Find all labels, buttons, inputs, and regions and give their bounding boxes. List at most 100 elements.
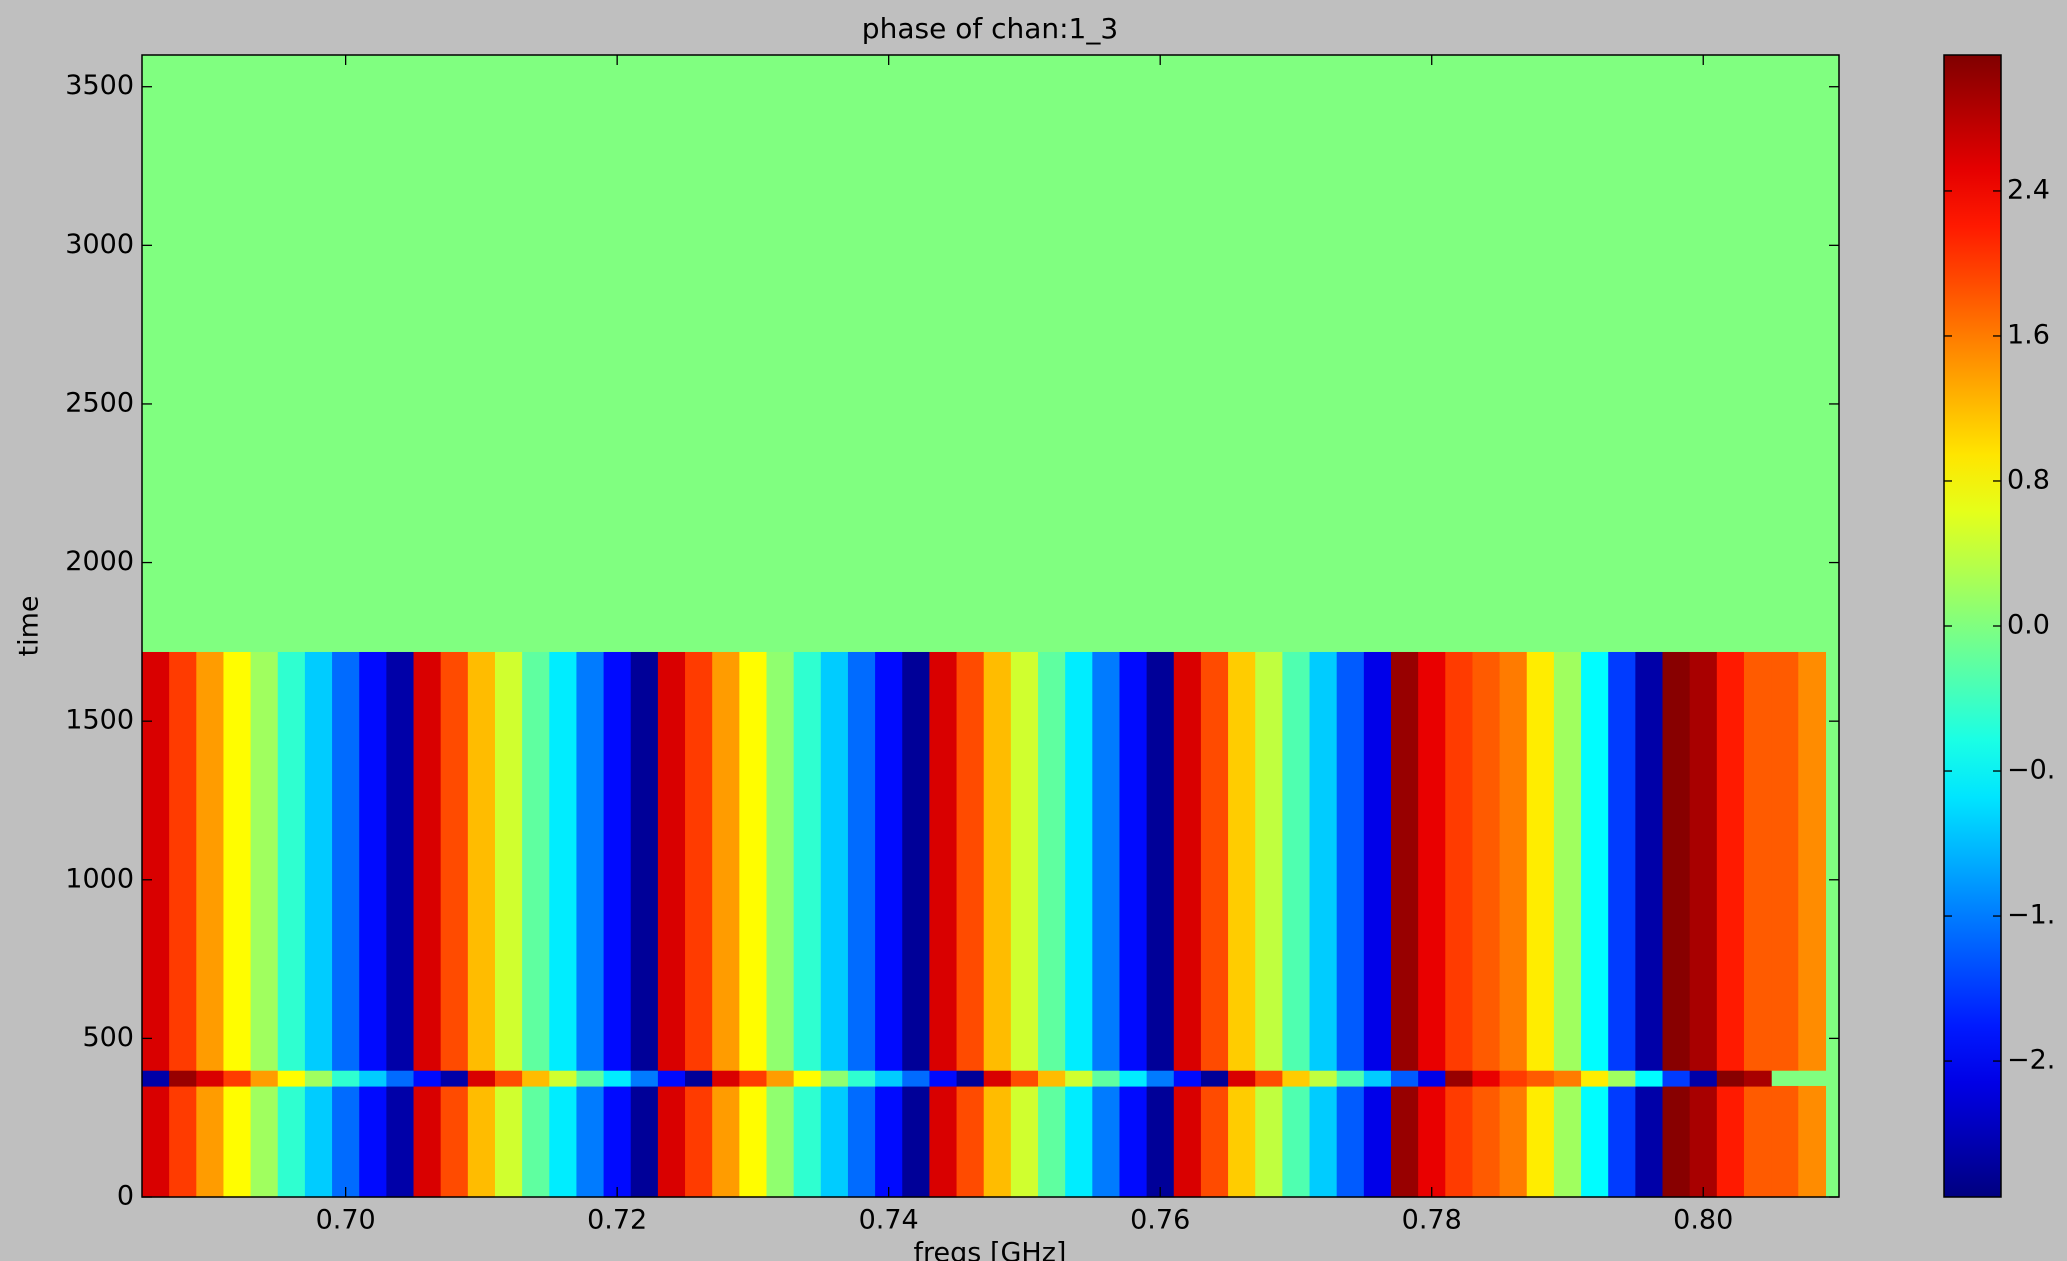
heatmap-cell [1553, 1070, 1582, 1087]
heatmap-cell [983, 1085, 1012, 1198]
heatmap-cell [332, 651, 360, 1071]
heatmap-cell [1092, 55, 1121, 652]
axes: 0.70 0.72 0.74 0.76 0.78 0.80 0 500 1000 1500 2000… [65, 54, 2055, 1236]
heatmap-cell [277, 651, 306, 1071]
heatmap-cell [1499, 1085, 1528, 1198]
heatmap-cell [1200, 55, 1229, 652]
heatmap-cell [1499, 651, 1528, 1071]
heatmap-cell [685, 1085, 713, 1198]
heatmap-cell [1390, 651, 1419, 1071]
heatmap-cell [576, 651, 605, 1071]
heatmap-cell [1173, 1085, 1202, 1198]
heatmap-cell [603, 55, 632, 652]
heatmap-cell [522, 1070, 550, 1087]
heatmap-cell [739, 1085, 768, 1198]
heatmap-cell [956, 1070, 985, 1087]
heatmap-cell [1038, 1070, 1066, 1087]
heatmap-cell [603, 1085, 632, 1198]
heatmap-cell [386, 55, 415, 652]
colorbar-tick-label: 0.8 [2007, 464, 2050, 495]
heatmap-cell [386, 651, 415, 1071]
heatmap-cell [1065, 55, 1093, 652]
heatmap-cell [1418, 55, 1446, 652]
heatmap-cell [820, 1085, 849, 1198]
heatmap-cell [1716, 1070, 1745, 1087]
heatmap-cell [630, 1070, 659, 1087]
heatmap-cell [1635, 1085, 1664, 1198]
heatmap-cell [712, 1070, 740, 1087]
heatmap-cell [277, 55, 306, 652]
heatmap-cell [1445, 651, 1474, 1071]
heatmap-cell [1363, 1085, 1392, 1198]
heatmap-cell [440, 651, 469, 1071]
heatmap-cell [467, 55, 496, 652]
heatmap-cell [712, 55, 740, 652]
heatmap-cell [1336, 651, 1365, 1071]
heatmap-cell [1662, 55, 1691, 652]
heatmap-cell [1662, 1085, 1691, 1198]
heatmap-cell [142, 55, 170, 652]
x-tick-label: 0.70 [316, 1205, 376, 1236]
heatmap-cell [1255, 651, 1283, 1071]
heatmap-cell [169, 55, 197, 652]
heatmap-cell [440, 55, 469, 652]
heatmap-cell [1689, 55, 1718, 652]
heatmap-cell [739, 1070, 768, 1087]
heatmap-cell [1472, 651, 1501, 1071]
heatmap-cell [1065, 651, 1093, 1071]
heatmap-cell [1092, 651, 1121, 1071]
heatmap-cell [630, 651, 659, 1071]
heatmap-cell [956, 1085, 985, 1198]
heatmap-cell [739, 651, 768, 1071]
heatmap-cell [1200, 1070, 1229, 1087]
heatmap-cell [169, 651, 197, 1071]
heatmap-cell [1228, 55, 1256, 652]
heatmap-cell [902, 1070, 931, 1087]
heatmap-cell [1553, 1085, 1582, 1198]
heatmap-cell [1065, 1070, 1093, 1087]
heatmap-cell [1282, 1085, 1311, 1198]
heatmap-cell [494, 1085, 523, 1198]
heatmap-cell [304, 55, 333, 652]
heatmap-cell [847, 1070, 876, 1087]
heatmap-cell [1526, 55, 1555, 652]
heatmap-cell [1010, 1070, 1039, 1087]
heatmap-cell [359, 55, 387, 652]
heatmap-cell [1390, 55, 1419, 652]
heatmap-cell [1363, 651, 1392, 1071]
heatmap-cell [657, 651, 686, 1071]
heatmap-cell [1390, 1085, 1419, 1198]
y-tick-label: 1500 [65, 705, 134, 736]
heatmap-cell [576, 1070, 605, 1087]
heatmap-cell [223, 1085, 252, 1198]
y-tick-label: 3500 [65, 70, 134, 101]
heatmap-cell [1363, 55, 1392, 652]
heatmap-cell [413, 1070, 442, 1087]
heatmap-cell [250, 1085, 279, 1198]
heatmap-cell [657, 55, 686, 652]
heatmap-cell [1255, 55, 1283, 652]
heatmap-cell [820, 55, 849, 652]
heatmap-cell [467, 1070, 496, 1087]
heatmap-cell [1119, 55, 1148, 652]
x-tick-label: 0.78 [1402, 1205, 1462, 1236]
heatmap-cell [1472, 55, 1501, 652]
heatmap-cell [1092, 1070, 1121, 1087]
heatmap-cell [1716, 651, 1745, 1071]
heatmap-cell [142, 1085, 170, 1198]
heatmap-cell [1010, 1085, 1039, 1198]
y-tick-label: 500 [82, 1022, 134, 1053]
heatmap-cell [1499, 55, 1528, 652]
heatmap-cell [549, 1070, 578, 1087]
y-axis-label: time [14, 595, 45, 656]
heatmap-cell [386, 1070, 415, 1087]
colorbar-tick-label: 0.0 [2007, 610, 2050, 641]
heatmap-cell [467, 1085, 496, 1198]
heatmap-cell [793, 1085, 822, 1198]
heatmap-cell [1472, 1085, 1501, 1198]
heatmap-cell [304, 1085, 333, 1198]
heatmap-cell [847, 651, 876, 1071]
heatmap-cell [902, 55, 931, 652]
colorbar-tick-label: −1. [2007, 900, 2055, 931]
x-tick-label: 0.74 [859, 1205, 919, 1236]
